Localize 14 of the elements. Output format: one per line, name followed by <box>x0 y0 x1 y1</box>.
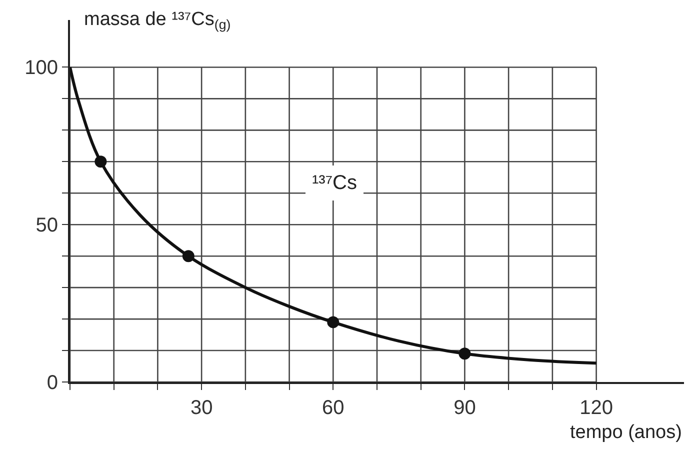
point <box>327 316 340 328</box>
y-tick-label: 50 <box>36 214 58 237</box>
point <box>458 348 471 360</box>
annotation: ¹³⁷Cs <box>312 172 357 194</box>
x-tick-label: 60 <box>322 397 344 419</box>
point <box>182 250 194 262</box>
y-tick-label: 0 <box>46 372 58 394</box>
x-axis-title: tempo (anos) <box>570 422 682 443</box>
y-axis-title: massa de ¹³⁷Cs$_{(g)}$ <box>84 9 231 32</box>
x-tick-label: 120 <box>580 397 613 419</box>
point <box>94 156 107 168</box>
y-tick-label: 100 <box>24 57 58 80</box>
x-tick-label: 30 <box>190 397 213 419</box>
x-tick-label: 90 <box>454 397 476 419</box>
